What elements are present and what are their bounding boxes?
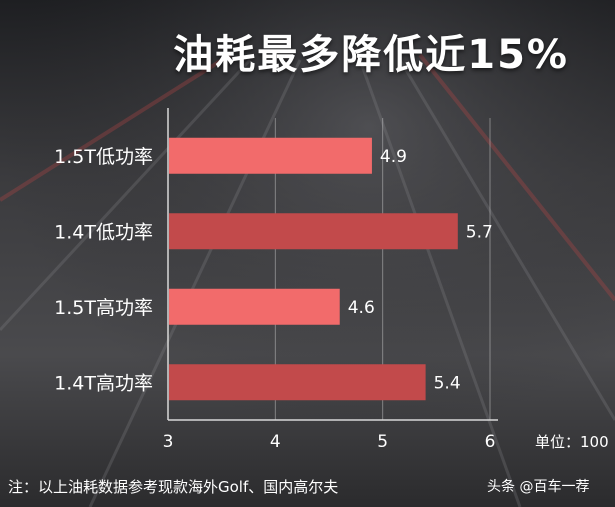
- category-label: 1.4T低功率: [54, 221, 153, 243]
- footnote: 注：以上油耗数据参考现款海外Golf、国内高尔夫: [8, 478, 339, 496]
- bar: [169, 364, 426, 401]
- value-label: 5.7: [466, 222, 493, 242]
- unit-label: 单位：100: [535, 433, 609, 451]
- x-tick-label: 5: [377, 432, 388, 452]
- bar: [169, 137, 372, 174]
- x-tick-label: 4: [270, 432, 281, 452]
- category-label: 1.5T低功率: [54, 146, 153, 168]
- bar: [169, 213, 458, 250]
- value-label: 4.9: [380, 147, 407, 167]
- value-label: 4.6: [348, 298, 375, 318]
- chart-title: 油耗最多降低近15%: [173, 32, 569, 78]
- x-tick-label: 3: [163, 432, 174, 452]
- value-label: 5.4: [434, 373, 461, 393]
- source-watermark: 头条 @百车一荐: [487, 479, 590, 495]
- bar: [169, 288, 340, 325]
- x-tick-label: 6: [485, 432, 496, 452]
- category-label: 1.4T高功率: [54, 372, 153, 394]
- category-label: 1.5T高功率: [54, 297, 153, 319]
